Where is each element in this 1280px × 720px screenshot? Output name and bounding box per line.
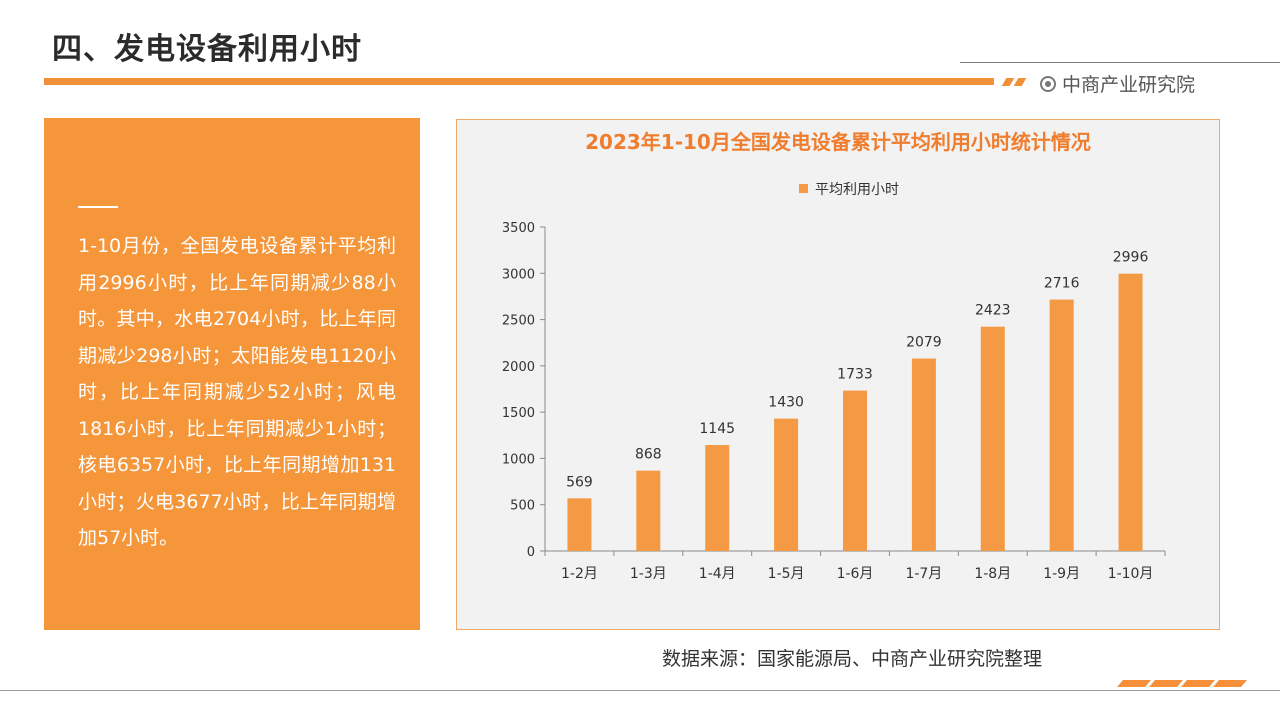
title-divider-line [960, 62, 1280, 63]
stripe-mark-2 [1013, 78, 1027, 86]
data-label: 1430 [768, 395, 804, 411]
legend-label: 平均利用小时 [815, 182, 899, 198]
brand-logo-icon [1040, 75, 1056, 92]
data-label: 569 [566, 474, 593, 490]
y-tick-label: 3500 [502, 221, 535, 236]
y-tick-label: 1500 [502, 406, 535, 421]
y-tick-label: 2500 [502, 314, 535, 329]
data-label: 2423 [975, 303, 1011, 319]
x-tick-label: 1-5月 [768, 566, 805, 582]
bar [636, 470, 661, 551]
bar [705, 445, 730, 551]
data-label: 2996 [1113, 250, 1149, 266]
summary-panel: 1-10月份，全国发电设备累计平均利用2996小时，比上年同期减少88小时。其中… [44, 118, 420, 630]
footer-stripe-1 [1117, 680, 1151, 687]
legend-swatch [799, 184, 808, 193]
bar [567, 498, 592, 551]
chart-frame: 2023年1-10月全国发电设备累计平均利用小时统计情况平均利用小时 0 500 10… [456, 119, 1220, 630]
y-tick-label: 0 [527, 545, 535, 560]
bar [911, 358, 936, 551]
x-tick-label: 1-2月 [561, 566, 598, 582]
x-tick-label: 1-8月 [974, 566, 1011, 582]
x-tick-label: 1-6月 [837, 566, 874, 582]
summary-text: 1-10月份，全国发电设备累计平均利用2996小时，比上年同期减少88小时。其中… [78, 235, 396, 549]
x-tick-label: 1-9月 [1043, 566, 1080, 582]
y-tick-label: 2000 [502, 360, 535, 375]
bar [1049, 299, 1074, 551]
chart-title: 2023年1-10月全国发电设备累计平均利用小时统计情况 [585, 130, 1091, 154]
source-note: 数据来源：国家能源局、中商产业研究院整理 [662, 648, 1043, 670]
data-label: 1145 [699, 421, 735, 437]
page-title: 四、发电设备利用小时 [52, 32, 362, 67]
data-label: 1733 [837, 367, 873, 383]
panel-dash [78, 206, 118, 208]
data-label: 868 [635, 447, 662, 463]
stripe-mark-1 [1001, 78, 1015, 86]
x-tick-label: 1-7月 [905, 566, 942, 582]
x-tick-label: 1-4月 [699, 566, 736, 582]
x-tick-label: 1-10月 [1108, 566, 1154, 582]
brand: 中商产业研究院 [1040, 70, 1195, 97]
data-label: 2079 [906, 335, 942, 351]
title-underline [44, 78, 994, 85]
bar [1118, 273, 1143, 551]
footer-stripe-2 [1149, 680, 1183, 687]
x-tick-label: 1-3月 [630, 566, 667, 582]
footer-stripe-4 [1213, 680, 1247, 687]
data-label: 2716 [1044, 276, 1080, 292]
footer-line [0, 690, 1280, 691]
y-tick-label: 3000 [502, 267, 535, 282]
y-tick-label: 1000 [502, 452, 535, 467]
brand-name: 中商产业研究院 [1062, 74, 1196, 96]
bar [774, 418, 799, 551]
y-tick-label: 500 [510, 499, 535, 514]
bar [843, 390, 867, 551]
footer-stripe-3 [1181, 680, 1215, 687]
bar [980, 326, 1005, 551]
